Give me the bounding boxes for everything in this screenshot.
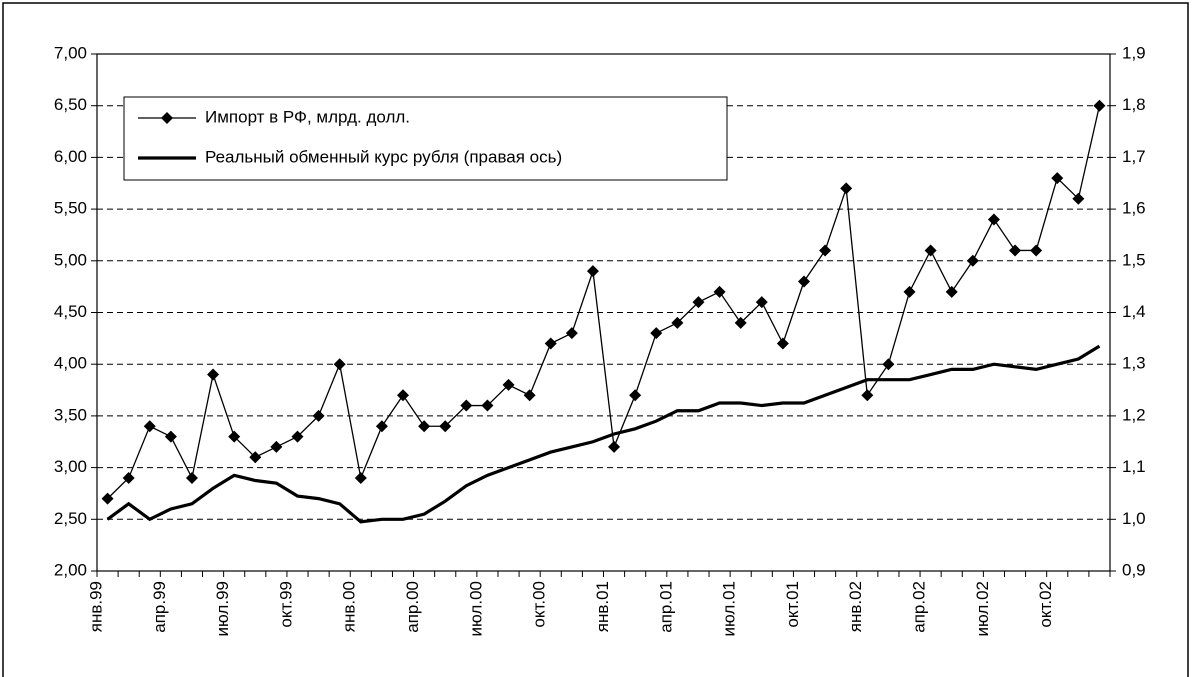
series-marker (544, 337, 557, 350)
y-tick-label: 4,00 (54, 354, 87, 373)
y2-tick-label: 1,0 (1122, 509, 1146, 528)
y2-tick-label: 1,7 (1122, 147, 1146, 166)
series-marker (249, 451, 262, 464)
y-tick-label: 3,50 (54, 405, 87, 424)
series-marker (608, 440, 621, 453)
series-marker (354, 471, 367, 484)
legend-label: Реальный обменный курс рубля (правая ось… (205, 147, 562, 166)
series-marker (460, 399, 473, 412)
x-tick-label: янв.00 (340, 581, 359, 632)
series-marker (418, 420, 431, 433)
x-tick-label: апр.99 (150, 581, 169, 633)
series-marker (143, 420, 156, 433)
x-tick-label: янв.01 (593, 581, 612, 632)
series-marker (882, 358, 895, 371)
x-tick-label: апр.00 (403, 581, 422, 633)
x-tick-label: янв.02 (846, 581, 865, 632)
series-marker (122, 471, 135, 484)
series-marker (312, 409, 325, 422)
series-marker (819, 244, 832, 257)
series-marker (481, 399, 494, 412)
series-marker (671, 316, 684, 329)
series-marker (207, 368, 220, 381)
series-marker (713, 285, 726, 298)
series-marker (1030, 244, 1043, 257)
y2-tick-label: 1,3 (1122, 354, 1146, 373)
series-marker (650, 327, 663, 340)
series-marker (966, 254, 979, 267)
series-marker (1051, 172, 1064, 185)
series-marker (734, 316, 747, 329)
x-tick-label: окт.01 (783, 581, 802, 628)
series-marker (502, 378, 515, 391)
series-marker (840, 182, 853, 195)
series-marker (1009, 244, 1022, 257)
series-marker (903, 285, 916, 298)
y2-tick-label: 1,2 (1122, 405, 1146, 424)
series-marker (1072, 192, 1085, 205)
series-marker (776, 337, 789, 350)
y-tick-label: 5,50 (54, 199, 87, 218)
x-tick-label: июл.00 (466, 581, 485, 636)
series-marker (101, 492, 114, 505)
legend-marker (161, 112, 173, 124)
series-marker (586, 265, 599, 278)
x-tick-label: янв.99 (86, 581, 105, 632)
series-marker (185, 471, 198, 484)
series-marker (861, 389, 874, 402)
x-tick-label: июл.02 (973, 581, 992, 636)
y-tick-label: 5,00 (54, 250, 87, 269)
y2-tick-label: 1,6 (1122, 199, 1146, 218)
series-marker (945, 285, 958, 298)
x-tick-label: апр.01 (656, 581, 675, 633)
series-marker (439, 420, 452, 433)
series-marker (755, 296, 768, 309)
y2-tick-label: 1,4 (1122, 302, 1146, 321)
x-tick-label: апр.02 (910, 581, 929, 633)
series-marker (291, 430, 304, 443)
series-marker (228, 430, 241, 443)
legend-label: Импорт в РФ, млрд. долл. (205, 107, 410, 126)
series-marker (692, 296, 705, 309)
series-marker (797, 275, 810, 288)
y-tick-label: 6,50 (54, 95, 87, 114)
x-tick-label: июл.01 (720, 581, 739, 636)
series-marker (565, 327, 578, 340)
series-line (106, 344, 1101, 524)
series-marker (375, 420, 388, 433)
y2-tick-label: 1,5 (1122, 250, 1146, 269)
series-marker (1093, 99, 1106, 112)
series-marker (270, 440, 283, 453)
series-marker (164, 430, 177, 443)
legend-box (123, 96, 728, 181)
y-tick-label: 4,50 (54, 302, 87, 321)
y-tick-label: 6,00 (54, 147, 87, 166)
series-marker (333, 358, 346, 371)
y2-tick-label: 1,1 (1122, 457, 1146, 476)
y-tick-label: 2,00 (54, 560, 87, 579)
x-tick-label: окт.99 (276, 581, 295, 628)
y2-tick-label: 0,9 (1122, 560, 1146, 579)
y2-tick-label: 1,8 (1122, 95, 1146, 114)
y-tick-label: 2,50 (54, 509, 87, 528)
series-marker (397, 389, 410, 402)
series-marker (523, 389, 536, 402)
y2-tick-label: 1,9 (1122, 43, 1146, 62)
x-tick-label: июл.99 (213, 581, 232, 636)
y-tick-label: 7,00 (54, 43, 87, 62)
x-tick-label: окт.00 (530, 581, 549, 628)
series-marker (629, 389, 642, 402)
series-marker (924, 244, 937, 257)
y-tick-label: 3,00 (54, 457, 87, 476)
x-tick-label: окт.02 (1036, 581, 1055, 628)
series-marker (987, 213, 1000, 226)
